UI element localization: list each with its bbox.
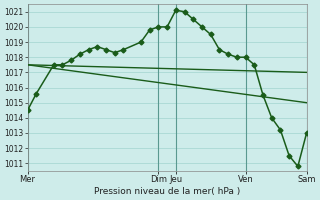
X-axis label: Pression niveau de la mer( hPa ): Pression niveau de la mer( hPa ) xyxy=(94,187,240,196)
